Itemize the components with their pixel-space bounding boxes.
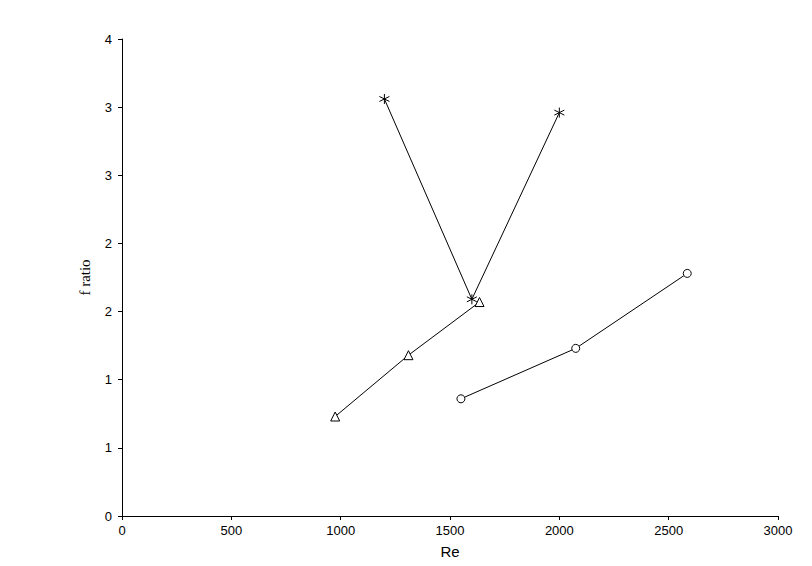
svg-text:1000: 1000 bbox=[326, 523, 355, 538]
svg-text:0: 0 bbox=[105, 509, 112, 524]
svg-text:1500: 1500 bbox=[436, 523, 465, 538]
svg-text:2500: 2500 bbox=[654, 523, 683, 538]
svg-text:Re: Re bbox=[440, 543, 459, 560]
svg-text:2: 2 bbox=[105, 304, 112, 319]
svg-text:1: 1 bbox=[105, 372, 112, 387]
svg-text:3000: 3000 bbox=[764, 523, 793, 538]
svg-text:2000: 2000 bbox=[545, 523, 574, 538]
svg-text:1: 1 bbox=[105, 440, 112, 455]
svg-text:2: 2 bbox=[105, 236, 112, 251]
svg-text:f ratio: f ratio bbox=[77, 259, 93, 295]
svg-text:4: 4 bbox=[105, 32, 112, 47]
svg-text:0: 0 bbox=[118, 523, 125, 538]
svg-text:500: 500 bbox=[220, 523, 242, 538]
svg-text:3: 3 bbox=[105, 100, 112, 115]
svg-text:3: 3 bbox=[105, 168, 112, 183]
